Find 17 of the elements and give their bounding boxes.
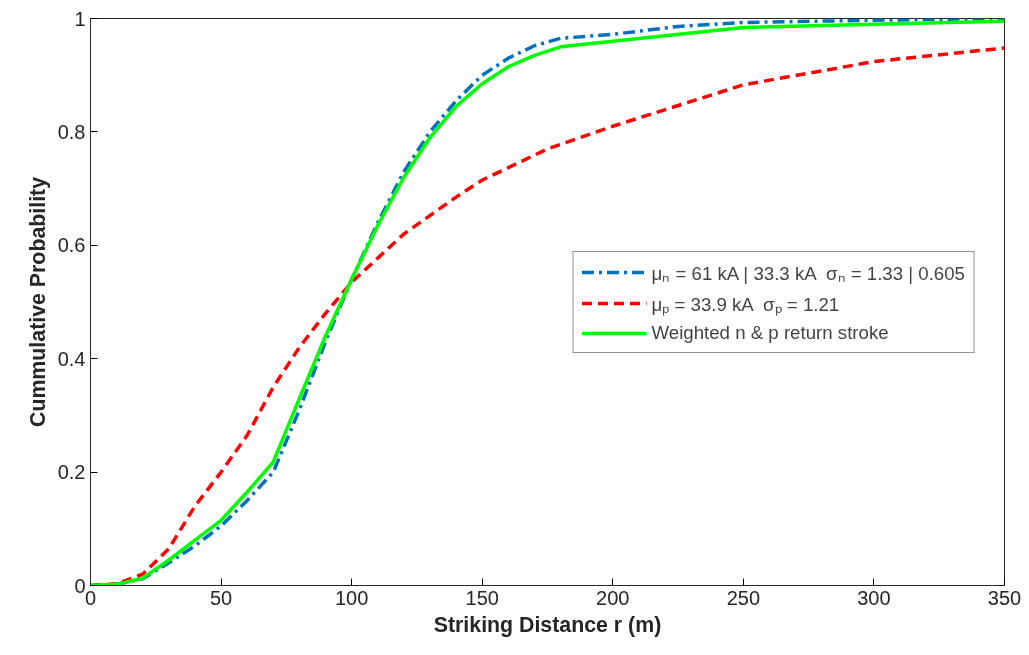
- legend-label: μₙ = 61 kA | 33.3 kA σₙ = 1.33 | 0.605: [651, 261, 965, 285]
- legend-label: Weighted n & p return stroke: [651, 321, 889, 344]
- legend-label: μₚ = 33.9 kA σₚ = 1.21: [651, 292, 840, 316]
- y-tick-label: 1: [74, 7, 86, 30]
- y-axis-title: Cummulative Probability: [25, 176, 50, 428]
- x-axis-title: Striking Distance r (m): [433, 612, 662, 637]
- x-tick-label: 50: [209, 586, 233, 609]
- x-tick-label: 350: [987, 586, 1022, 609]
- y-tick-label: 0.4: [57, 347, 86, 370]
- x-tick-label: 200: [596, 586, 630, 609]
- y-tick-label: 0.2: [57, 461, 86, 484]
- x-tick-label: 100: [334, 586, 369, 609]
- y-tick-label: 0.8: [57, 120, 86, 143]
- x-tick-label: 250: [726, 586, 761, 609]
- y-tick-label: 0.6: [57, 234, 86, 257]
- x-tick-label: 300: [857, 586, 891, 609]
- x-tick-label: 150: [465, 586, 499, 609]
